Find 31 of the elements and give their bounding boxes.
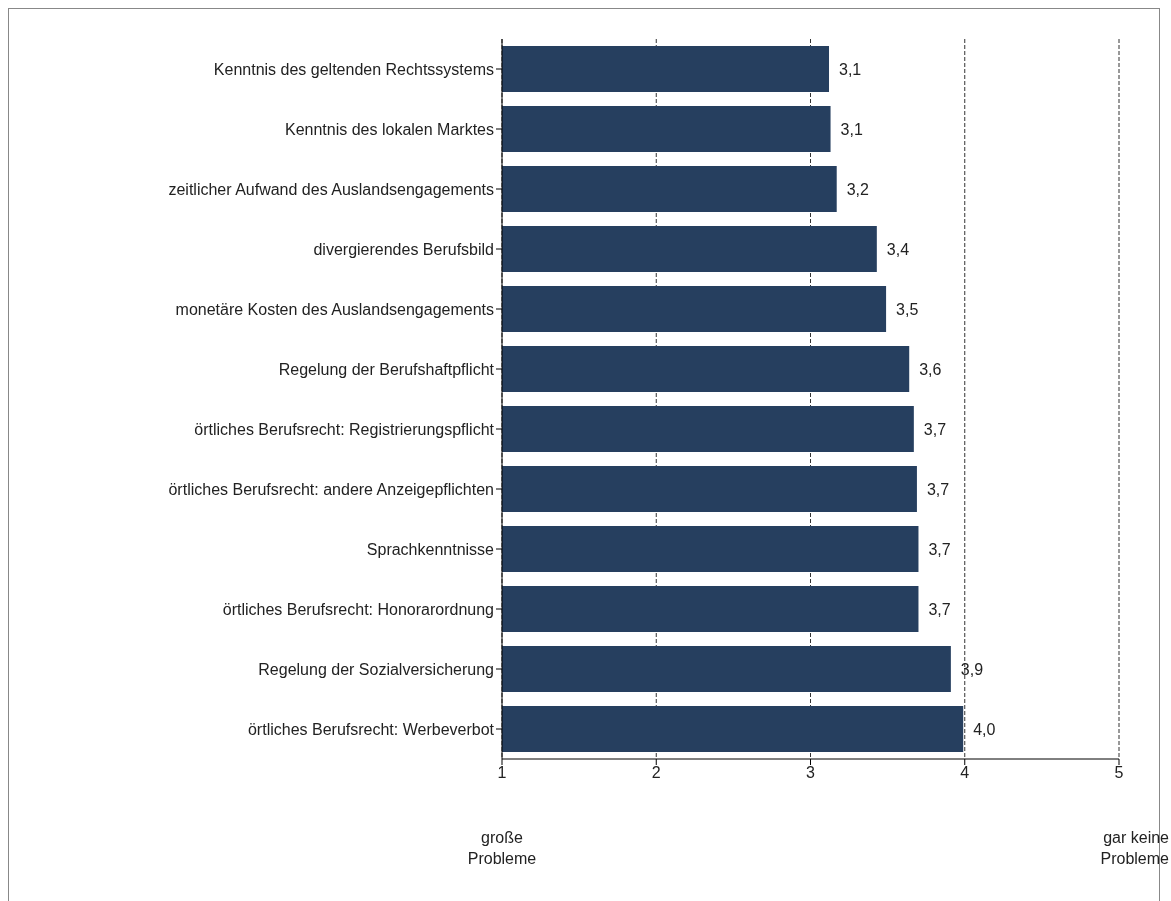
y-tick-label: örtliches Berufsrecht: Registrierungspflicht [194, 420, 495, 438]
data-label: 3,4 [886, 241, 910, 258]
y-tick-label: örtliches Berufsrecht: Werbeverbot [247, 720, 495, 738]
y-tick-label: zeitlicher Aufwand des Auslandsengagements [168, 180, 494, 198]
data-label: 3,7 [926, 481, 950, 498]
data-label: 3,9 [960, 661, 984, 678]
x-tick-label: 5 [1114, 764, 1124, 782]
data-label: 4,0 [973, 721, 996, 738]
data-label: 3,5 [896, 301, 919, 318]
data-label: 3,7 [923, 421, 947, 438]
y-tick-label: divergierendes Berufsbild [313, 240, 494, 258]
y-tick-label: Kenntnis des lokalen Marktes [285, 120, 494, 138]
x-tick-label: 1 [497, 764, 507, 782]
x-tick-label: 4 [960, 764, 970, 782]
data-label: 3,2 [846, 181, 870, 198]
data-label: 3,7 [928, 541, 951, 558]
x-tick-label: 2 [651, 764, 661, 782]
y-tick-label: Sprachkenntnisse [366, 540, 495, 558]
y-tick-label: Regelung der Sozialversicherung [258, 660, 494, 678]
data-label: 3,1 [839, 61, 862, 78]
data-label: 3,1 [840, 121, 863, 138]
y-tick-label: örtliches Berufsrecht: Honorarordnung [222, 600, 494, 618]
y-tick-label: örtliches Berufsrecht: andere Anzeigepflichten [168, 480, 494, 498]
y-tick-label: Kenntnis des geltenden Rechtssystems [213, 60, 494, 78]
x-tick-label: 3 [806, 764, 816, 782]
data-label: 3,7 [928, 601, 951, 618]
data-label: 3,6 [919, 361, 942, 378]
text: große Probleme [466, 828, 538, 869]
y-tick-label: Regelung der Berufshaftpflicht [278, 360, 495, 378]
text: gar keine Probleme [1099, 828, 1169, 869]
y-tick-label: monetäre Kosten des Auslandsengagements [175, 300, 494, 318]
